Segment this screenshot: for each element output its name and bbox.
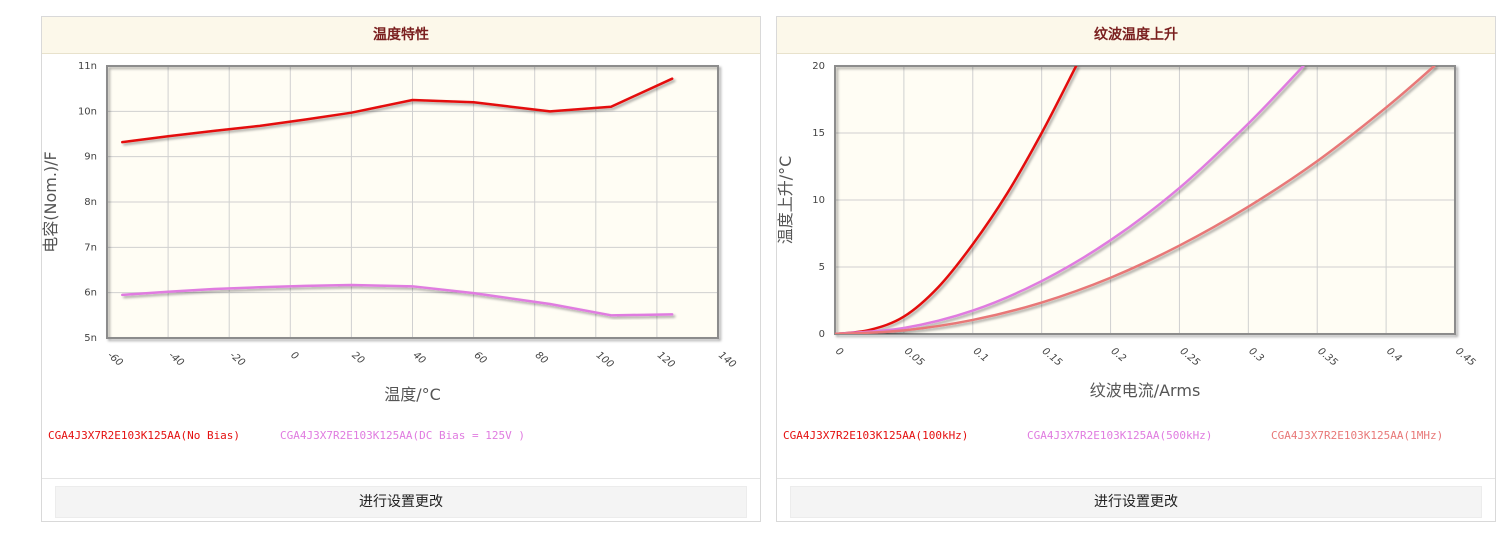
y-tick-label: 10 (812, 195, 825, 206)
x-tick-label: 0.3 (1246, 346, 1265, 365)
chart-legend: CGA4J3X7R2E103K125AA(100kHz) CGA4J3X7R2E… (783, 429, 1489, 447)
legend-item-100khz[interactable]: CGA4J3X7R2E103K125AA(100kHz) (783, 429, 969, 442)
temperature-characteristic-chart: 5n 6n 7n 8n 9n 10n 11n -60 -40 -20 0 20 40 60 80 100 120… (41, 61, 738, 404)
x-tick-label: 0.1 (971, 346, 990, 365)
y-axis-title: 温度上升/°C (777, 156, 795, 245)
chart-panel-ripple: 纹波温度上升 0 5 10 15 20 0 0.05 0.1 0.15 0.2 0.25 0.3 0.3… (776, 16, 1496, 522)
panel-divider (777, 478, 1495, 479)
y-tick-label: 15 (812, 128, 825, 139)
y-tick-label: 8n (84, 197, 97, 208)
chart-title: 纹波温度上升 (777, 17, 1495, 54)
x-tick-label: 20 (349, 350, 366, 367)
x-tick-label: 0 (833, 346, 845, 359)
chart-plot-area: 5n 6n 7n 8n 9n 10n 11n -60 -40 -20 0 20 40 60 80 100 120… (41, 54, 760, 412)
x-tick-label: 100 (594, 350, 616, 371)
series-line-2[interactable] (835, 66, 1436, 334)
x-tick-label: 80 (533, 350, 550, 367)
chart-title: 温度特性 (42, 17, 760, 54)
panel-divider (42, 478, 760, 479)
y-tick-label: 7n (84, 242, 97, 253)
x-tick-label: 0.25 (1178, 346, 1202, 369)
series-group (835, 66, 1436, 334)
legend-item-1mhz[interactable]: CGA4J3X7R2E103K125AA(1MHz) (1271, 429, 1444, 442)
legend-item-dc-bias[interactable]: CGA4J3X7R2E103K125AA(DC Bias = 125V ) (280, 429, 526, 442)
series-group (121, 77, 674, 317)
x-tick-label: 0.15 (1040, 346, 1064, 369)
series-line-0[interactable] (835, 66, 1078, 334)
series-line-0[interactable] (121, 77, 674, 144)
x-tick-label: 140 (716, 350, 738, 371)
x-tick-label: 40 (411, 350, 428, 367)
x-tick-label: 60 (472, 350, 489, 367)
y-tick-label: 11n (78, 61, 97, 72)
legend-item-500khz[interactable]: CGA4J3X7R2E103K125AA(500kHz) (1027, 429, 1213, 442)
x-tick-label: 0.05 (902, 346, 926, 369)
y-tick-label: 6n (84, 288, 97, 299)
change-settings-button[interactable]: 进行设置更改 (790, 486, 1482, 518)
change-settings-button[interactable]: 进行设置更改 (55, 486, 747, 518)
y-tick-label: 9n (84, 152, 97, 163)
x-tick-label: 0.45 (1453, 346, 1477, 369)
plot-frame (106, 65, 719, 339)
y-tick-label: 5n (84, 333, 97, 344)
x-axis-title: 纹波电流/Arms (1090, 381, 1201, 400)
ripple-temperature-rise-chart: 0 5 10 15 20 0 0.05 0.1 0.15 0.2 0.25 0.3 0.35 0.4 0.4… (776, 61, 1477, 400)
x-tick-label: -60 (105, 350, 125, 369)
y-axis-title: 电容(Nom.)/F (42, 151, 60, 253)
chart-legend: CGA4J3X7R2E103K125AA(No Bias) CGA4J3X7R2… (48, 429, 754, 447)
x-tick-label: 0.35 (1315, 346, 1339, 369)
y-tick-label: 5 (819, 262, 825, 273)
series-line-1[interactable] (121, 283, 674, 317)
x-tick-label: -40 (166, 350, 186, 369)
chart-panel-temperature: 温度特性 5n 6n 7n 8n 9n 10n 11n -60 -40 -20 0 20 40 60 80 1… (41, 16, 761, 522)
x-tick-label: -20 (227, 350, 247, 369)
plot-frame (834, 65, 1456, 335)
legend-item-no-bias[interactable]: CGA4J3X7R2E103K125AA(No Bias) (48, 429, 241, 442)
y-tick-label: 20 (812, 61, 825, 72)
y-tick-label: 0 (819, 329, 825, 340)
x-tick-label: 0.4 (1384, 346, 1403, 365)
chart-plot-area: 0 5 10 15 20 0 0.05 0.1 0.15 0.2 0.25 0.3 0.35 0.4 0.4… (776, 54, 1495, 412)
x-tick-label: 0.2 (1109, 346, 1128, 365)
x-tick-label: 0 (288, 350, 300, 363)
x-axis-title: 温度/°C (384, 385, 441, 404)
x-tick-label: 120 (655, 350, 677, 371)
y-tick-label: 10n (78, 106, 97, 117)
series-line-1[interactable] (835, 66, 1305, 334)
